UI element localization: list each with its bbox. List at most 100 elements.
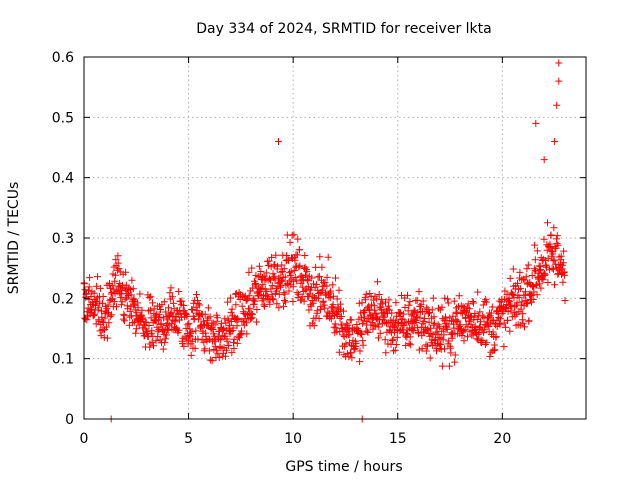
data-point [146, 306, 154, 314]
data-point [180, 302, 188, 309]
data-point [541, 271, 549, 279]
data-point [554, 241, 562, 249]
data-point [126, 307, 134, 315]
data-point [194, 300, 202, 308]
data-point [223, 337, 231, 345]
data-point [515, 293, 523, 301]
data-point [282, 298, 290, 306]
data-point [178, 297, 186, 305]
data-point [281, 297, 288, 304]
data-point [251, 297, 259, 305]
data-point [291, 274, 299, 281]
data-point [404, 291, 411, 299]
data-point [224, 298, 232, 306]
data-point [491, 346, 499, 354]
data-point [293, 251, 301, 259]
data-point [114, 252, 122, 260]
data-point [496, 315, 504, 323]
data-point [388, 309, 396, 317]
data-point [371, 306, 379, 314]
data-point [525, 317, 533, 325]
data-point [188, 328, 196, 336]
data-point [451, 358, 459, 366]
data-point [467, 320, 475, 328]
data-point [375, 323, 383, 331]
data-point [230, 335, 238, 343]
data-point [313, 307, 321, 315]
data-point [106, 312, 114, 320]
data-point [114, 259, 122, 267]
data-point [549, 256, 557, 264]
data-point [157, 306, 164, 313]
data-point [232, 301, 240, 309]
data-point [392, 341, 400, 348]
data-point [156, 313, 164, 321]
data-point [340, 351, 348, 359]
data-point [93, 282, 101, 290]
data-point [489, 328, 497, 336]
data-point [191, 344, 199, 352]
data-point [495, 314, 503, 321]
data-point [443, 325, 451, 333]
data-point [425, 318, 433, 326]
data-point [380, 310, 388, 318]
y-tick-label: 0 [65, 412, 74, 428]
data-point [245, 292, 253, 300]
data-point [555, 59, 563, 67]
data-point [157, 320, 165, 328]
data-point [470, 299, 477, 307]
data-point [305, 306, 313, 314]
data-point [375, 291, 383, 298]
data-point [85, 283, 93, 291]
data-point [228, 349, 236, 357]
data-point [435, 304, 442, 312]
data-point [537, 266, 544, 274]
data-point [509, 265, 517, 273]
data-point [363, 327, 371, 335]
axis-ticks [83, 56, 586, 420]
data-point [317, 303, 325, 311]
data-point [161, 335, 169, 343]
data-point [108, 311, 116, 319]
data-point [152, 312, 160, 320]
data-point [326, 294, 334, 302]
data-point [245, 268, 253, 276]
data-point [496, 321, 504, 329]
data-point [473, 335, 481, 343]
y-tick-label: 0.5 [52, 110, 74, 126]
data-point [128, 276, 136, 284]
data-point [229, 324, 237, 332]
data-point [398, 315, 406, 323]
data-point [193, 291, 200, 298]
data-point [87, 293, 95, 300]
data-point [381, 336, 389, 344]
data-point [476, 308, 484, 316]
data-point [233, 322, 241, 330]
plot-frame [83, 56, 587, 420]
data-point [260, 301, 268, 309]
data-point [422, 347, 430, 355]
data-point [219, 326, 227, 334]
data-point [183, 312, 191, 320]
data-point [268, 290, 276, 298]
data-point [262, 269, 270, 277]
data-point [435, 334, 443, 342]
data-point [270, 272, 278, 280]
data-point [517, 285, 525, 293]
data-point [410, 327, 418, 335]
data-point [248, 264, 256, 272]
data-point [274, 262, 281, 270]
data-point [115, 265, 123, 273]
data-point [273, 300, 281, 308]
data-point [458, 332, 466, 339]
data-point [323, 282, 331, 290]
data-point [480, 326, 488, 334]
data-point [269, 296, 277, 304]
data-point [417, 301, 425, 309]
data-point [544, 219, 551, 227]
x-axis-title: GPS time / hours [285, 459, 402, 475]
data-point [312, 263, 320, 271]
y-tick-label: 0.3 [52, 231, 74, 247]
data-point [531, 241, 539, 249]
